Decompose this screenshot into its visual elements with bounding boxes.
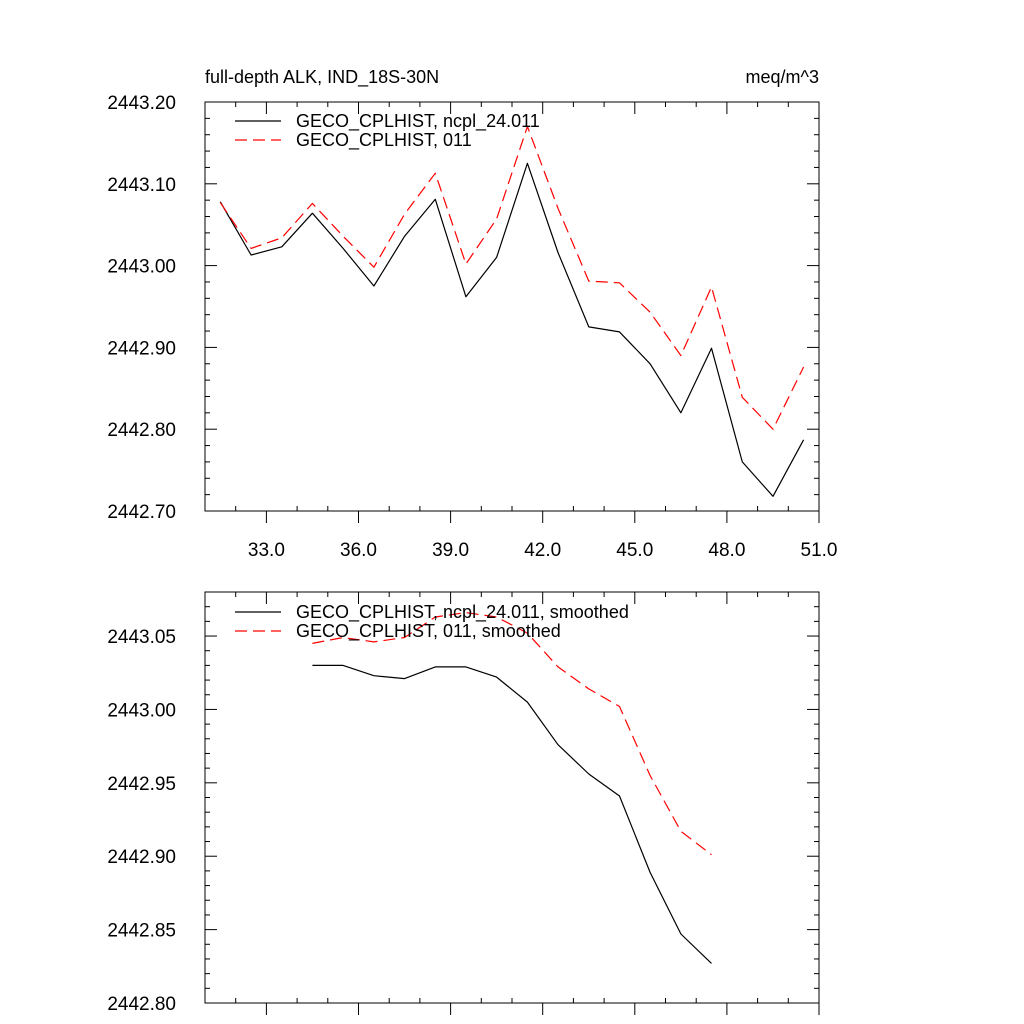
series-line-1: [219, 162, 805, 497]
y-tick-label: 2442.80: [107, 994, 176, 1015]
units-label: meq/m^3: [746, 67, 819, 87]
series-line-1: [312, 664, 712, 964]
x-tick-label: 42.0: [524, 540, 561, 561]
x-tick-label: 45.0: [616, 540, 653, 561]
y-tick-label: 2443.20: [107, 93, 176, 114]
chart-panel-1: 33.0 36.0 39.0 42.0 45.0 48.0 51.0 2442.70 2442.…: [107, 67, 837, 561]
y-tick-label: 2442.80: [107, 420, 176, 441]
y-tick-label: 2442.95: [107, 774, 176, 795]
x-tick-label: 36.0: [340, 540, 377, 561]
plot-frame: [204, 591, 820, 1004]
y-tick-label: 2443.00: [107, 257, 176, 278]
y-tick-label: 2443.10: [107, 175, 176, 196]
y-tick-label: 2443.00: [107, 700, 176, 721]
y-tick-label: 2442.85: [107, 921, 176, 942]
x-tick-label: 48.0: [708, 540, 745, 561]
x-tick-label: 51.0: [801, 540, 838, 561]
y-tick-label: 2442.90: [107, 847, 176, 868]
y-tick-label: 2442.90: [107, 338, 176, 359]
series-line-2: [312, 611, 712, 856]
y-tick-label: 2442.70: [107, 502, 176, 523]
x-tick-label: 33.0: [248, 540, 285, 561]
legend-label-2: GECO_CPLHIST, 011: [296, 130, 472, 151]
series-line-2: [219, 125, 805, 430]
chart-title: full-depth ALK, IND_18S-30N: [205, 67, 439, 88]
legend-label-2: GECO_CPLHIST, 011, smoothed: [296, 621, 561, 642]
x-tick-label: 39.0: [432, 540, 469, 561]
plot-frame: [204, 101, 820, 512]
legend-label-1: GECO_CPLHIST, ncpl_24.011, smoothed: [296, 602, 629, 623]
y-tick-label: 2443.05: [107, 627, 176, 648]
legend-label-1: GECO_CPLHIST, ncpl_24.011: [296, 111, 540, 132]
chart-panel-2: 2442.80 2442.85 2442.90 2442.95 2443.00 2443.…: [107, 591, 820, 1015]
